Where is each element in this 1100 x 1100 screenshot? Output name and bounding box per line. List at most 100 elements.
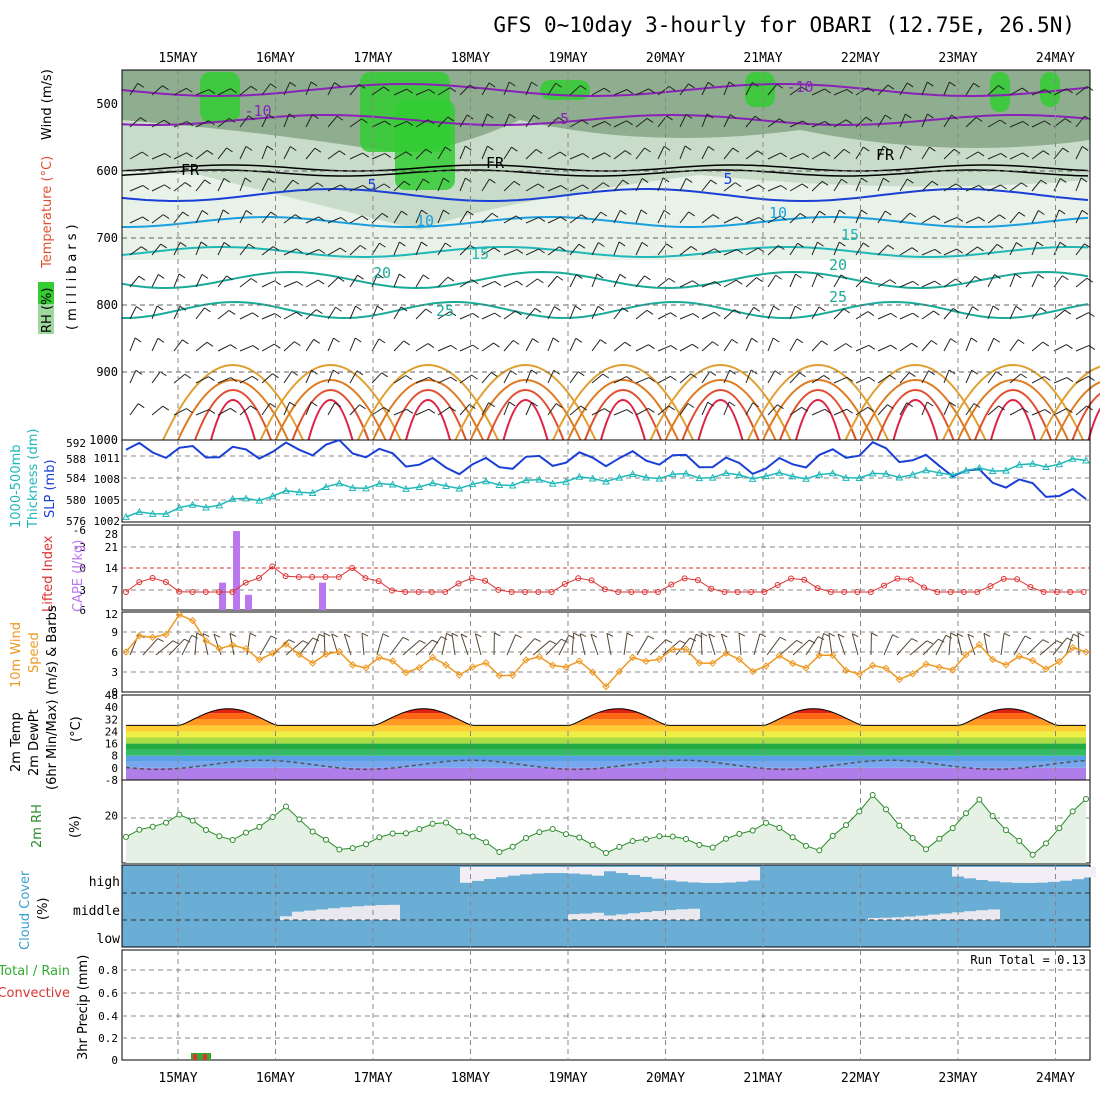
wind-barb-flag: [250, 85, 258, 91]
wind-barb: [181, 635, 193, 656]
wind-barb: [571, 633, 575, 656]
wind-barb: [1053, 147, 1064, 160]
thickness-point: [482, 477, 490, 485]
lifted-index-point: [814, 585, 821, 592]
wind-barb: [591, 242, 599, 256]
wind-barb-flag: [335, 306, 342, 312]
wind-speed-point: [215, 644, 224, 653]
wind-barb-flag: [223, 177, 231, 183]
wind-barb: [519, 638, 536, 656]
wind-barb: [525, 217, 540, 224]
cloud-high-block: [544, 867, 556, 874]
wind-barb: [569, 85, 581, 96]
thickness-point: [1015, 460, 1024, 468]
wind-barb-flag: [780, 185, 788, 190]
wind-barb: [305, 369, 313, 384]
wind-barb: [965, 276, 976, 288]
wind-barb: [415, 88, 430, 96]
wind-barb-flag: [444, 146, 452, 152]
wind-barb-flag: [777, 404, 784, 410]
wind-barb-flag: [157, 274, 165, 279]
wind-barb-flag: [934, 249, 942, 254]
wind-barb-flag: [179, 305, 187, 311]
wind-barb: [569, 405, 582, 416]
rh-high-patch: [745, 72, 775, 107]
wind-speed-point: [1015, 652, 1024, 660]
wind-barb-flag: [728, 401, 736, 407]
wind-barb: [987, 85, 999, 96]
cloud-mid-block: [568, 914, 580, 920]
wind-barb: [921, 280, 935, 288]
wind-speed-point: [228, 641, 237, 649]
wind-barb: [239, 375, 253, 384]
wind-barb-flag: [229, 632, 237, 637]
wind-barb-flag: [289, 81, 297, 87]
wind-barb: [855, 406, 868, 416]
lifted-index-point: [827, 589, 834, 595]
wind-barb: [899, 145, 906, 160]
wind-barb-flag: [354, 337, 362, 343]
wind-barb: [1052, 637, 1068, 656]
wind-barb-flag: [460, 633, 468, 638]
cloud-high-block: [556, 867, 568, 874]
cloud-high-block: [1048, 867, 1060, 882]
cloud-high-block: [484, 867, 496, 879]
wind-barb-flag: [692, 343, 699, 349]
wind-barb-flag: [867, 87, 875, 93]
wind-barb-flag: [1016, 242, 1023, 247]
wind-barb: [1031, 210, 1039, 224]
rh-high-patch: [200, 72, 240, 122]
wind-barb-flag: [590, 633, 598, 638]
wind-barb: [217, 310, 230, 320]
wind-barb-flag: [824, 88, 831, 94]
lifted-index-point: [1027, 583, 1034, 590]
wind-barb-flag: [531, 401, 539, 407]
lifted-index-point: [628, 589, 635, 595]
wind-speed-point: [308, 659, 317, 667]
wind-barb-flag: [428, 408, 436, 414]
wind-barb-flag: [381, 372, 388, 378]
rh-point: [283, 803, 289, 810]
wind-barb: [393, 210, 402, 224]
wind-barb: [415, 408, 429, 416]
wind-barb-flag: [339, 247, 347, 253]
wind-speed-point: [442, 661, 450, 669]
wind-barb-flag: [515, 310, 522, 316]
wind-barb-flag: [182, 211, 189, 217]
wind-barb: [283, 82, 291, 96]
rh-point: [909, 834, 916, 841]
wind-barb-flag: [142, 216, 149, 222]
wind-barb: [613, 210, 621, 224]
wind-barb: [965, 337, 972, 352]
thickness-point: [322, 482, 330, 490]
lifted-index-point: [561, 581, 568, 588]
wind-barb: [371, 212, 383, 224]
wind-barb: [393, 273, 400, 288]
cloud-high-block: [952, 867, 964, 877]
cloud-mid-block: [628, 913, 640, 920]
wind-barb-flag: [956, 633, 964, 638]
wind-barb: [767, 370, 776, 384]
wind-barb: [943, 338, 952, 352]
bottom-date-label: 23MAY: [938, 1071, 977, 1086]
wind-barb-flag: [926, 401, 934, 407]
temperature-contour: [121, 270, 1089, 290]
wind-barb: [129, 151, 143, 160]
warm-contour: [795, 399, 841, 441]
wind-barb: [855, 116, 867, 128]
wind-barb-flag: [949, 81, 956, 87]
cloud-high-block: [1000, 867, 1012, 883]
cloud-high-block: [1036, 867, 1048, 883]
wind-barb: [129, 117, 141, 128]
wind-barb: [437, 87, 451, 96]
lifted-index-point: [921, 584, 927, 591]
lifted-index-point: [854, 589, 861, 595]
thickness-point: [335, 479, 344, 487]
wind-barb: [503, 280, 517, 288]
wind-barb: [877, 84, 889, 96]
wind-barb-flag: [513, 180, 521, 186]
wind-barb: [591, 339, 601, 352]
wind-barb-flag: [290, 146, 297, 151]
